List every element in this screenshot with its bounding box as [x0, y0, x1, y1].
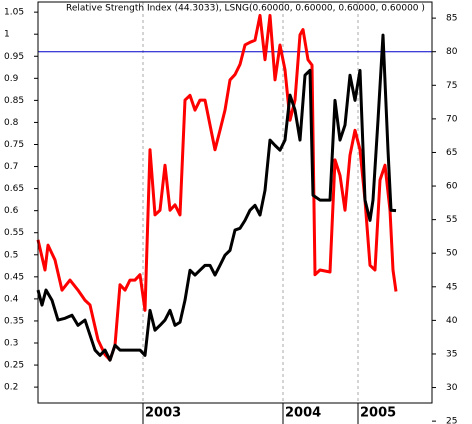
- y-tick-label: 0.3: [4, 339, 18, 349]
- y2-tick-label: 25: [446, 417, 457, 424]
- plot-frame: [37, 1, 433, 404]
- grid: [142, 2, 359, 403]
- y-tick-label: 0.95: [4, 52, 24, 62]
- y-tick-label: 0.2: [4, 383, 18, 393]
- y-tick-label: 0.6: [4, 206, 19, 216]
- y-tick-label: 0.45: [4, 272, 24, 282]
- y-tick-label: 0.9: [4, 74, 19, 84]
- y-tick-label: 0.8: [4, 118, 19, 128]
- series-line: [36, 33, 397, 362]
- x-tick-label: 2005: [360, 406, 396, 421]
- y2-tick-label: 85: [446, 14, 457, 24]
- y2-tick-label: 70: [446, 114, 458, 124]
- y-tick-label: 1: [4, 30, 10, 40]
- y-tick-label: 0.65: [4, 184, 24, 194]
- y-tick-label: 0.35: [4, 316, 24, 326]
- y2-tick-label: 35: [446, 349, 457, 359]
- chart-title: Relative Strength Index (44.3033), LSNG(…: [66, 4, 425, 14]
- y-tick-label: 0.75: [4, 140, 24, 150]
- y-tick-label: 0.85: [4, 96, 24, 106]
- y2-tick-label: 55: [446, 215, 457, 225]
- y-tick-label: 0.25: [4, 361, 24, 371]
- lines: [36, 13, 432, 362]
- y-tick-label: 0.4: [4, 294, 19, 304]
- y2-tick-label: 40: [446, 316, 458, 326]
- y2-tick-label: 75: [446, 81, 457, 91]
- x-tick-label: 2004: [285, 406, 321, 421]
- y2-tick-label: 60: [446, 182, 458, 192]
- y2-tick-label: 50: [446, 249, 458, 259]
- y2-tick-label: 30: [446, 383, 458, 393]
- x-tick-label: 2003: [145, 406, 181, 421]
- y-tick-label: 0.5: [4, 250, 18, 260]
- y2-tick-label: 65: [446, 148, 457, 158]
- y-tick-label: 1.05: [4, 8, 24, 18]
- y2-tick-label: 45: [446, 282, 457, 292]
- y2-tick-label: 80: [446, 47, 458, 57]
- y-tick-label: 0.7: [4, 162, 18, 172]
- y-tick-label: 0.55: [4, 228, 24, 238]
